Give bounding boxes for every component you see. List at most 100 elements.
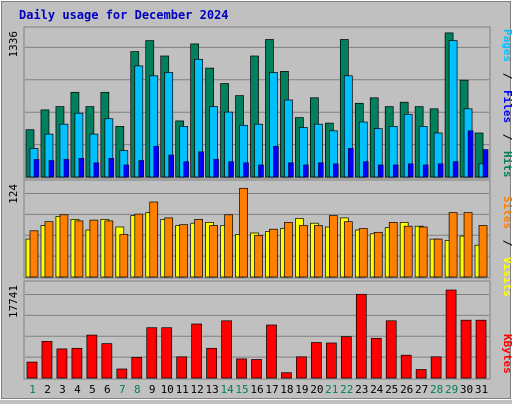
pages-bar <box>348 148 354 178</box>
kbytes-bar <box>131 356 143 379</box>
x-day-label: 5 <box>89 383 96 396</box>
kbytes-bar <box>251 359 262 379</box>
sites-bar <box>343 221 353 278</box>
x-day-label: 25 <box>385 383 398 396</box>
sites-bar <box>433 238 443 278</box>
sites-bar <box>299 225 308 278</box>
x-day-label: 13 <box>205 383 218 396</box>
x-day-label: 16 <box>250 383 263 396</box>
pages-bar <box>78 158 85 178</box>
sites-bar <box>59 214 69 278</box>
sites-bar <box>239 187 248 278</box>
sites-bar <box>254 234 263 278</box>
pages-bar <box>407 163 414 178</box>
y-max-label: 124 <box>7 184 20 204</box>
sites-bar <box>134 213 144 278</box>
y-max-label: 1336 <box>7 31 20 58</box>
kbytes-bar <box>26 361 38 379</box>
sites-bar <box>314 225 323 278</box>
x-day-label: 12 <box>190 383 203 396</box>
pages-bar <box>392 164 399 178</box>
sites-bar <box>149 201 159 278</box>
sites-bar <box>373 231 383 278</box>
legend-sites: Sites <box>501 196 512 229</box>
sites-bar <box>194 219 203 278</box>
chart-title: Daily usage for December 2024 <box>19 8 229 22</box>
pages-bar <box>378 164 384 178</box>
kbytes-bar <box>326 342 337 379</box>
sites-bar <box>44 221 54 278</box>
x-day-label: 28 <box>430 383 443 396</box>
x-day-label: 30 <box>460 383 473 396</box>
kbytes-bar <box>116 368 128 379</box>
x-day-label: 17 <box>265 383 278 396</box>
legend-top: Pages / Files / Hits <box>501 29 512 178</box>
sites-bar <box>164 217 174 278</box>
kbytes-bar <box>236 358 247 379</box>
kbytes-bar <box>370 337 382 379</box>
kbytes-bar <box>340 336 352 379</box>
pages-bar <box>482 149 489 178</box>
pages-bar <box>228 161 234 178</box>
sites-bar <box>478 225 488 278</box>
sites-bar <box>269 228 278 278</box>
legend-pages: Pages <box>501 29 512 62</box>
x-day-label: 15 <box>235 383 248 396</box>
x-day-label: 22 <box>340 383 353 396</box>
sites-bar <box>448 212 458 278</box>
kbytes-bar <box>86 334 98 379</box>
x-day-label: 10 <box>161 383 174 396</box>
sites-bar <box>74 220 84 278</box>
pages-bar <box>213 159 219 178</box>
x-day-label: 31 <box>475 383 488 396</box>
sites-bar <box>119 234 129 278</box>
x-day-label: 1 <box>29 383 36 396</box>
legend-sep: / <box>501 73 512 80</box>
sites-bar <box>29 230 39 278</box>
pages-bar <box>452 161 459 178</box>
kbytes-bar <box>415 369 427 379</box>
kbytes-bar <box>296 356 307 379</box>
pages-bar <box>138 160 145 178</box>
kbytes-bar <box>475 319 487 379</box>
x-day-label: 20 <box>310 383 323 396</box>
kbytes-bar <box>430 356 442 379</box>
pages-bar <box>273 145 279 178</box>
kbytes-bars <box>26 289 487 379</box>
kbytes-bar <box>206 347 217 379</box>
x-day-label: 11 <box>176 383 189 396</box>
pages-bar <box>333 163 339 178</box>
hits-files-pages-bars <box>25 32 489 178</box>
pages-bar <box>93 162 100 178</box>
kbytes-bar <box>56 348 68 379</box>
kbytes-bar <box>71 347 83 379</box>
y-axis-max-labels: 1336 124 17741 <box>7 31 20 318</box>
sites-bar <box>329 215 338 278</box>
x-day-label: 2 <box>44 383 51 396</box>
kbytes-bar <box>460 319 472 379</box>
sites-bar <box>179 224 189 278</box>
x-axis-day-labels: 1 2 3 4 5 6 7 8 9 10 11 12 13 14 15 16 17 18 19 20 21 22 23 24 2… <box>29 383 488 396</box>
pages-bar <box>198 151 204 178</box>
kbytes-bar <box>161 327 173 379</box>
visits-sites-bars <box>25 187 488 278</box>
kbytes-bar <box>146 327 158 379</box>
pages-bar <box>183 161 189 178</box>
sites-bar <box>284 222 293 278</box>
kbytes-bar <box>400 354 412 379</box>
legend-visits: Visits <box>501 257 512 297</box>
pages-bar <box>108 158 115 178</box>
pages-bar <box>288 162 294 178</box>
x-day-label: 23 <box>355 383 368 396</box>
pages-bar <box>303 164 309 178</box>
legend-middle: Sites / Visits <box>501 196 512 297</box>
kbytes-bar <box>311 342 322 379</box>
pages-bar <box>33 159 40 178</box>
sites-bar <box>209 225 218 278</box>
pages-bar <box>422 164 429 178</box>
kbytes-bar <box>266 324 277 379</box>
pages-bar <box>243 162 249 178</box>
kbytes-bar <box>221 320 232 379</box>
legend-files: Files <box>501 90 512 123</box>
